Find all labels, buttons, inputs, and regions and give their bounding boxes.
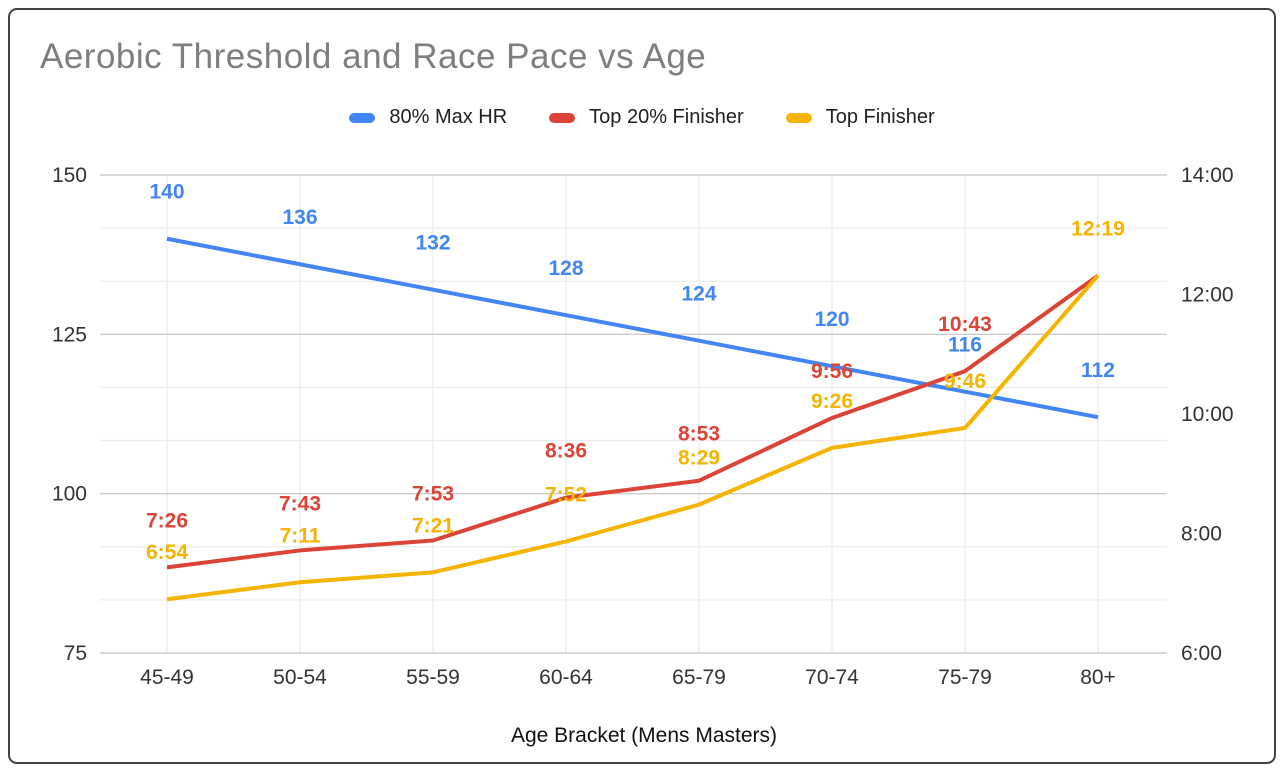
data-label: 7:21 — [412, 514, 454, 537]
data-label: 8:29 — [678, 447, 720, 470]
x-axis-tick: 75-79 — [938, 666, 992, 689]
legend-item-top-20-finisher: Top 20% Finisher — [549, 106, 744, 129]
left-axis-tick: 125 — [52, 323, 87, 346]
right-axis-tick: 12:00 — [1181, 284, 1234, 307]
x-axis-tick: 45-49 — [140, 666, 194, 689]
data-label: 136 — [282, 206, 317, 229]
left-axis-tick: 75 — [64, 642, 87, 665]
legend-label: 80% Max HR — [389, 106, 508, 128]
x-axis-tick: 80+ — [1080, 666, 1116, 689]
plot-area: 150 125 100 75 14:00 12:00 10:00 8:00 6:00 45-49 5… — [52, 164, 1234, 689]
left-axis-tick: 150 — [52, 164, 87, 187]
data-label: 128 — [548, 257, 583, 280]
legend-item-80-max-hr: 80% Max HR — [349, 106, 507, 129]
series-line-top-finisher — [166, 274, 1100, 602]
data-label: 132 — [415, 232, 450, 255]
legend-label: Top Finisher — [825, 106, 935, 128]
data-label: 8:53 — [678, 423, 720, 446]
series-line-80-max-hr — [166, 236, 1099, 420]
x-axis-tick: 50-54 — [273, 666, 327, 689]
data-label: 7:53 — [412, 482, 454, 505]
right-axis-tick: 8:00 — [1181, 523, 1222, 546]
chart-card[interactable]: Aerobic Threshold and Race Pace vs Age 8… — [8, 8, 1276, 764]
right-axis-tick: 14:00 — [1181, 164, 1234, 187]
x-axis-tick: 65-79 — [672, 666, 726, 689]
data-label: 124 — [681, 283, 716, 306]
x-axis-title: Age Bracket (Mens Masters) — [510, 724, 778, 747]
data-label: 12:19 — [1071, 218, 1125, 241]
data-label: 9:56 — [811, 360, 853, 383]
right-axis-tick: 6:00 — [1181, 642, 1222, 665]
data-label: 7:26 — [146, 509, 188, 532]
data-label: 7:52 — [545, 483, 587, 506]
x-axis-tick: 60-64 — [539, 666, 593, 689]
series-line-top-20-finisher — [166, 273, 1100, 570]
data-label: 7:11 — [280, 524, 321, 547]
legend-swatch — [349, 112, 376, 123]
data-label: 9:26 — [811, 390, 853, 413]
data-label: 7:43 — [279, 492, 321, 515]
data-label: 9:46 — [944, 370, 986, 393]
data-label: 116 — [948, 334, 982, 357]
right-axis-tick: 10:00 — [1181, 403, 1234, 426]
legend-item-top-finisher: Top Finisher — [785, 106, 935, 129]
data-label: 10:43 — [938, 313, 992, 336]
left-axis-tick: 100 — [52, 483, 87, 506]
chart-legend: 80% Max HR Top 20% Finisher Top Finisher — [10, 106, 1274, 129]
legend-swatch — [549, 112, 576, 123]
data-label: 140 — [149, 181, 184, 204]
legend-swatch — [785, 112, 812, 123]
x-axis-tick: 70-74 — [805, 666, 859, 689]
chart-title: Aerobic Threshold and Race Pace vs Age — [40, 37, 707, 76]
data-label: 8:36 — [545, 440, 587, 463]
data-label: 112 — [1081, 359, 1115, 382]
data-label: 120 — [814, 308, 849, 331]
data-label: 6:54 — [146, 541, 188, 564]
x-axis-tick: 55-59 — [406, 666, 460, 689]
legend-label: Top 20% Finisher — [589, 106, 744, 128]
